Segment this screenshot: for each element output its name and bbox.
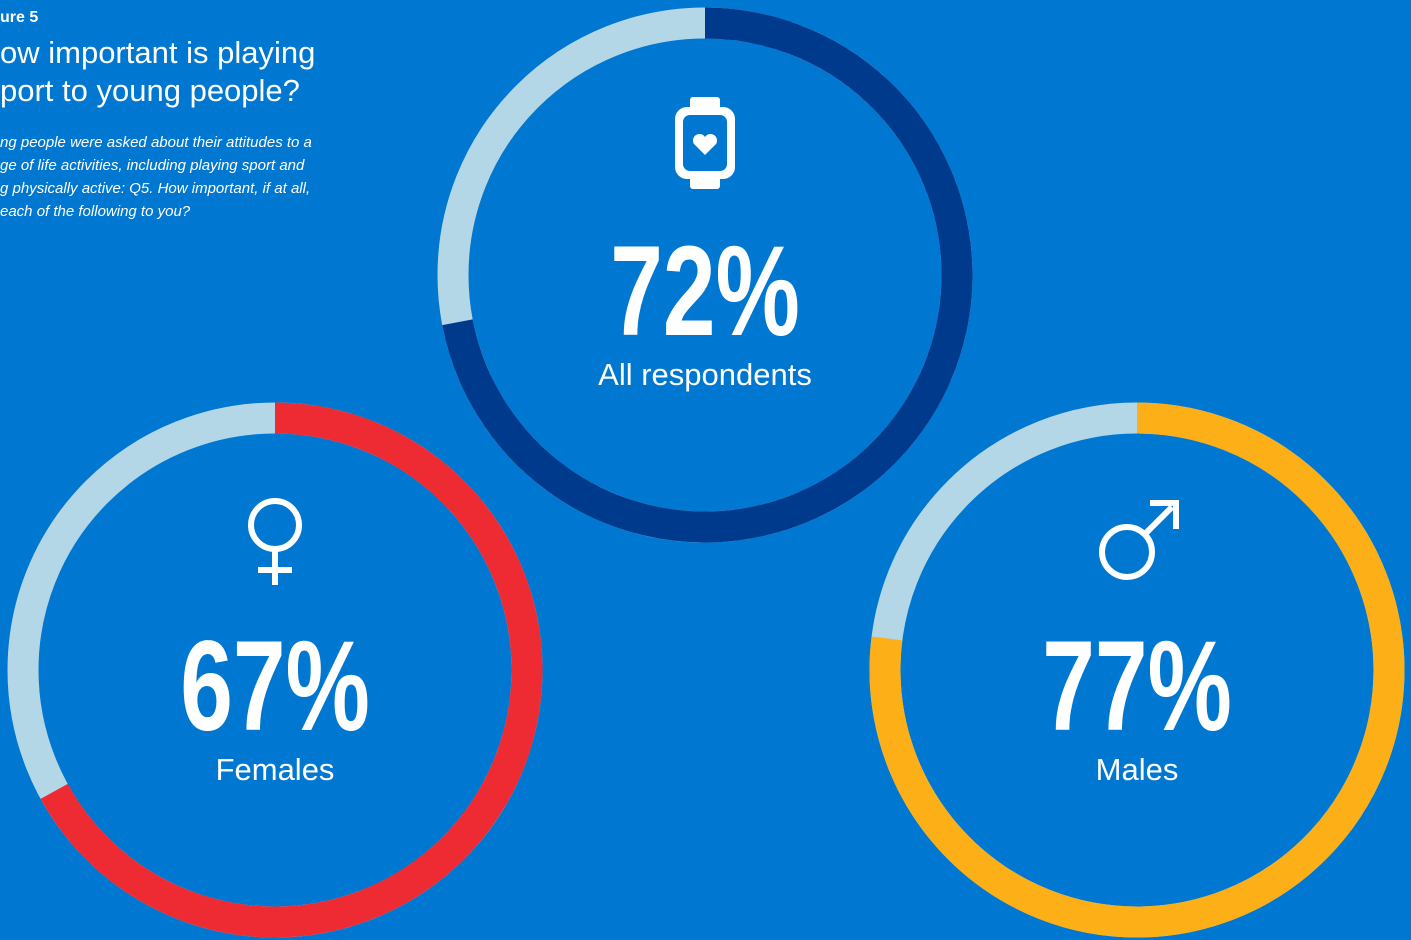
value-label: 77% <box>1042 614 1232 757</box>
male-icon <box>1099 500 1179 580</box>
female-icon <box>248 498 302 585</box>
description-line: each of the following to you? <box>0 203 191 220</box>
watch-icon <box>675 97 735 189</box>
figure-label: ure 5 <box>0 9 38 26</box>
value-label: 72% <box>610 219 800 362</box>
donut-arc <box>40 402 543 938</box>
title-line: port to young people? <box>0 73 300 108</box>
title-line: ow important is playing <box>0 35 315 70</box>
donut-arc <box>869 402 1405 938</box>
value-label: 67% <box>180 614 370 757</box>
donut-label: Males <box>1096 752 1179 787</box>
description-line: g physically active: Q5. How important, … <box>0 180 310 197</box>
description-line: ge of life activities, including playing… <box>0 157 305 174</box>
donut-label: All respondents <box>598 357 812 392</box>
description-line: ng people were asked about their attitud… <box>0 134 312 151</box>
donut-arc <box>442 7 973 543</box>
donut-label: Females <box>216 752 335 787</box>
